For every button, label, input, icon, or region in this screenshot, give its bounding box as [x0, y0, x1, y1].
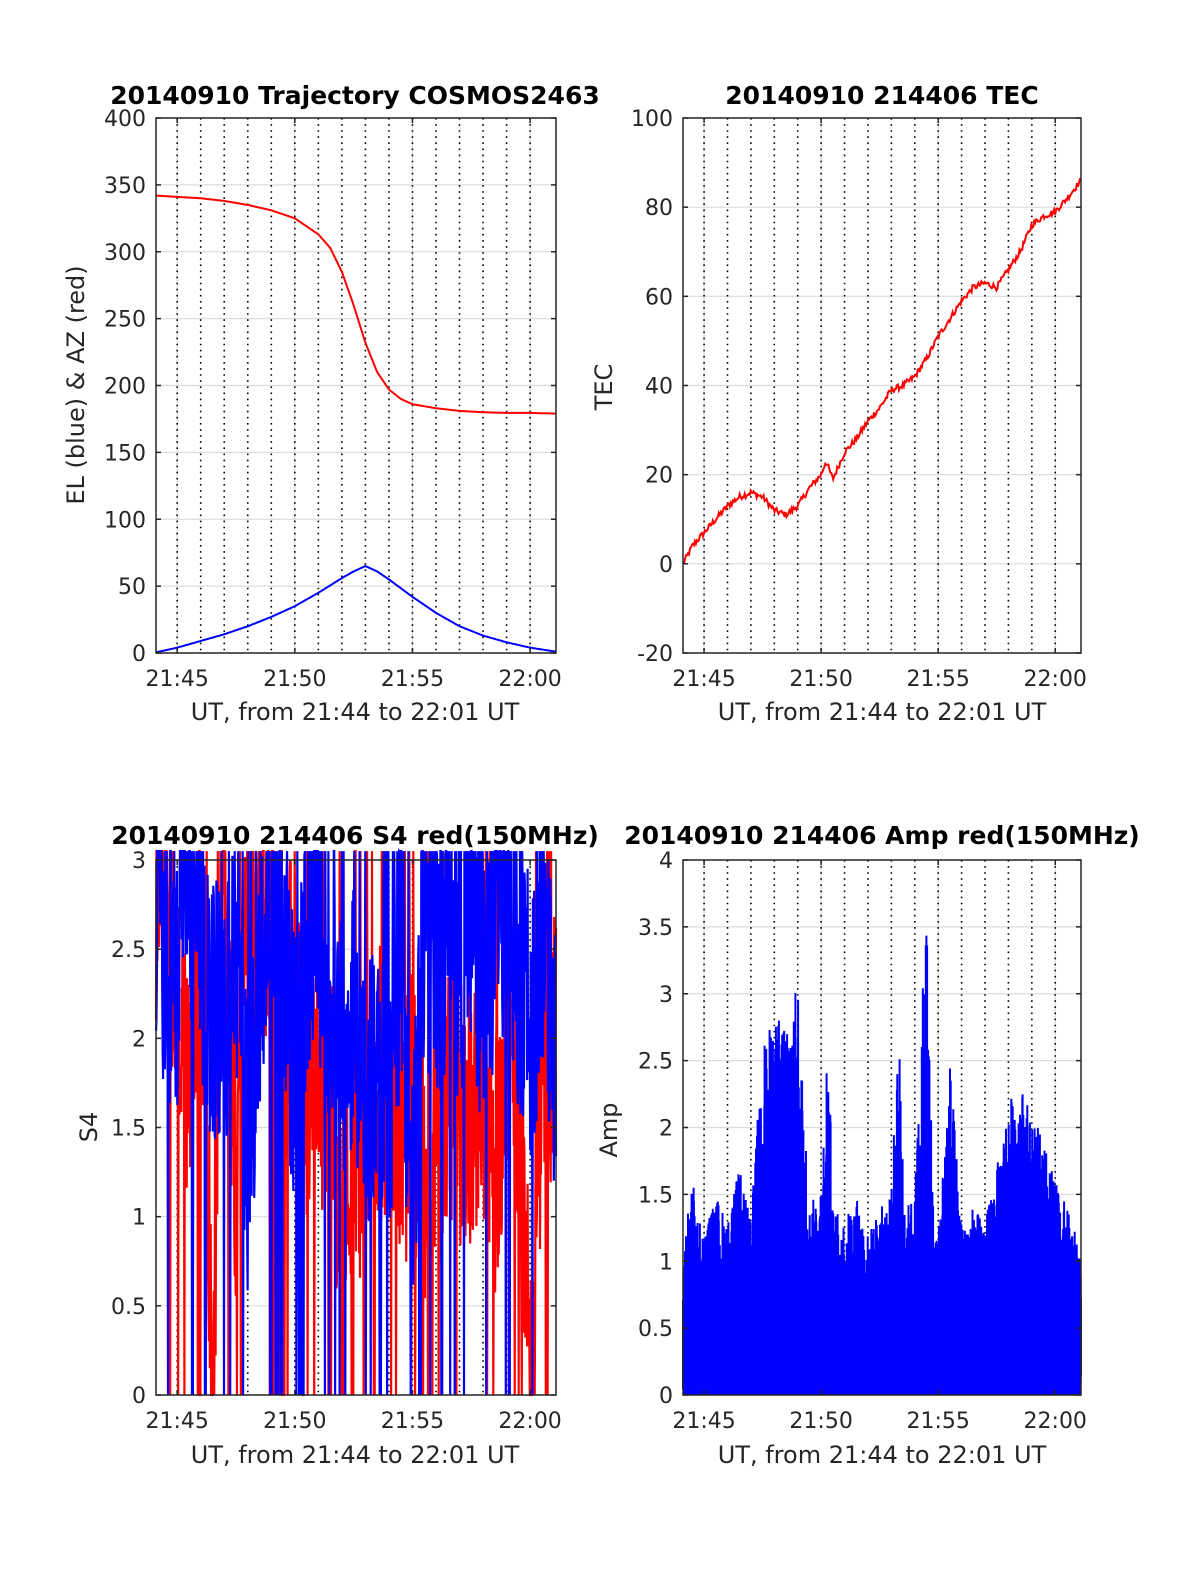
x-tick-label: 21:50: [263, 667, 326, 692]
y-tick-label: 0: [132, 642, 146, 667]
x-tick-label: 21:55: [381, 1409, 444, 1434]
y-tick-label: 0: [659, 1384, 673, 1409]
chart-title: 20140910 Trajectory COSMOS2463: [110, 81, 600, 110]
x-tick-label: 21:45: [672, 1409, 735, 1434]
y-tick-label: 2: [659, 1117, 673, 1142]
x-tick-label: 21:50: [263, 1409, 326, 1434]
y-tick-label: 2: [132, 1027, 146, 1052]
x-tick-label: 22:00: [498, 667, 561, 692]
y-tick-label: 0: [659, 553, 673, 578]
y-axis-label: S4: [75, 1112, 103, 1143]
y-tick-label: 1: [132, 1206, 146, 1231]
x-tick-label: 21:45: [145, 1409, 208, 1434]
y-tick-label: 0.5: [111, 1295, 146, 1320]
trajectory-panel: 20140910 Trajectory COSMOS2463 EL (blue)…: [62, 81, 600, 726]
s4-blue-line: [154, 848, 558, 1397]
x-axis-label: UT, from 21:44 to 22:01 UT: [191, 1441, 520, 1469]
x-axis-label: UT, from 21:44 to 22:01 UT: [191, 698, 520, 726]
y-tick-label: 50: [118, 575, 146, 600]
y-tick-label: 200: [104, 375, 146, 400]
y-tick-label: 1.5: [111, 1117, 146, 1142]
x-tick-label: 21:55: [906, 1409, 969, 1434]
x-tick-label: 21:55: [381, 667, 444, 692]
amp-panel: 20140910 214406 Amp red(150MHz) Amp UT, …: [595, 821, 1140, 1469]
x-tick-label: 22:00: [1024, 667, 1087, 692]
y-tick-label: 1: [659, 1250, 673, 1275]
y-tick-label: 3.5: [638, 916, 673, 941]
y-tick-label: 3: [659, 983, 673, 1008]
y-tick-label: 100: [631, 107, 673, 132]
x-tick-label: 22:00: [1024, 1409, 1087, 1434]
y-tick-label: 2.5: [111, 938, 146, 963]
s4-panel: 20140910 214406 S4 red(150MHz) S4 UT, fr…: [75, 821, 599, 1469]
x-tick-label: 21:50: [789, 667, 852, 692]
y-tick-label: -20: [637, 642, 673, 667]
x-tick-label: 21:45: [672, 667, 735, 692]
x-axis-label: UT, from 21:44 to 22:01 UT: [718, 1441, 1047, 1469]
y-axis-label: TEC: [590, 364, 618, 412]
y-tick-label: 350: [104, 174, 146, 199]
y-tick-label: 300: [104, 241, 146, 266]
y-tick-label: 40: [645, 375, 673, 400]
x-tick-label: 21:50: [789, 1409, 852, 1434]
elevation-line: [155, 565, 557, 654]
y-tick-label: 80: [645, 196, 673, 221]
y-tick-label: 400: [104, 107, 146, 132]
x-axis-label: UT, from 21:44 to 22:01 UT: [718, 698, 1047, 726]
y-axis-label: Amp: [595, 1102, 623, 1157]
y-tick-label: 4: [659, 849, 673, 874]
chart-title: 20140910 214406 Amp red(150MHz): [624, 821, 1140, 850]
y-tick-label: 0.5: [638, 1317, 673, 1342]
x-tick-label: 21:45: [145, 667, 208, 692]
y-tick-label: 2.5: [638, 1050, 673, 1075]
y-axis-label: EL (blue) & AZ (red): [62, 265, 90, 504]
y-tick-label: 250: [104, 308, 146, 333]
chart-title: 20140910 214406 TEC: [725, 81, 1038, 110]
tec-line: [682, 177, 1082, 565]
y-tick-label: 1.5: [638, 1183, 673, 1208]
y-tick-label: 3: [132, 849, 146, 874]
azimuth-line: [156, 194, 556, 415]
y-tick-label: 100: [104, 508, 146, 533]
y-tick-label: 0: [132, 1384, 146, 1409]
chart-title: 20140910 214406 S4 red(150MHz): [111, 821, 599, 850]
x-tick-label: 21:55: [906, 667, 969, 692]
tec-panel: 20140910 214406 TEC TEC UT, from 21:44 t…: [590, 81, 1087, 726]
y-tick-label: 60: [645, 285, 673, 310]
x-tick-label: 22:00: [498, 1409, 561, 1434]
y-tick-label: 150: [104, 441, 146, 466]
y-tick-label: 20: [645, 464, 673, 489]
